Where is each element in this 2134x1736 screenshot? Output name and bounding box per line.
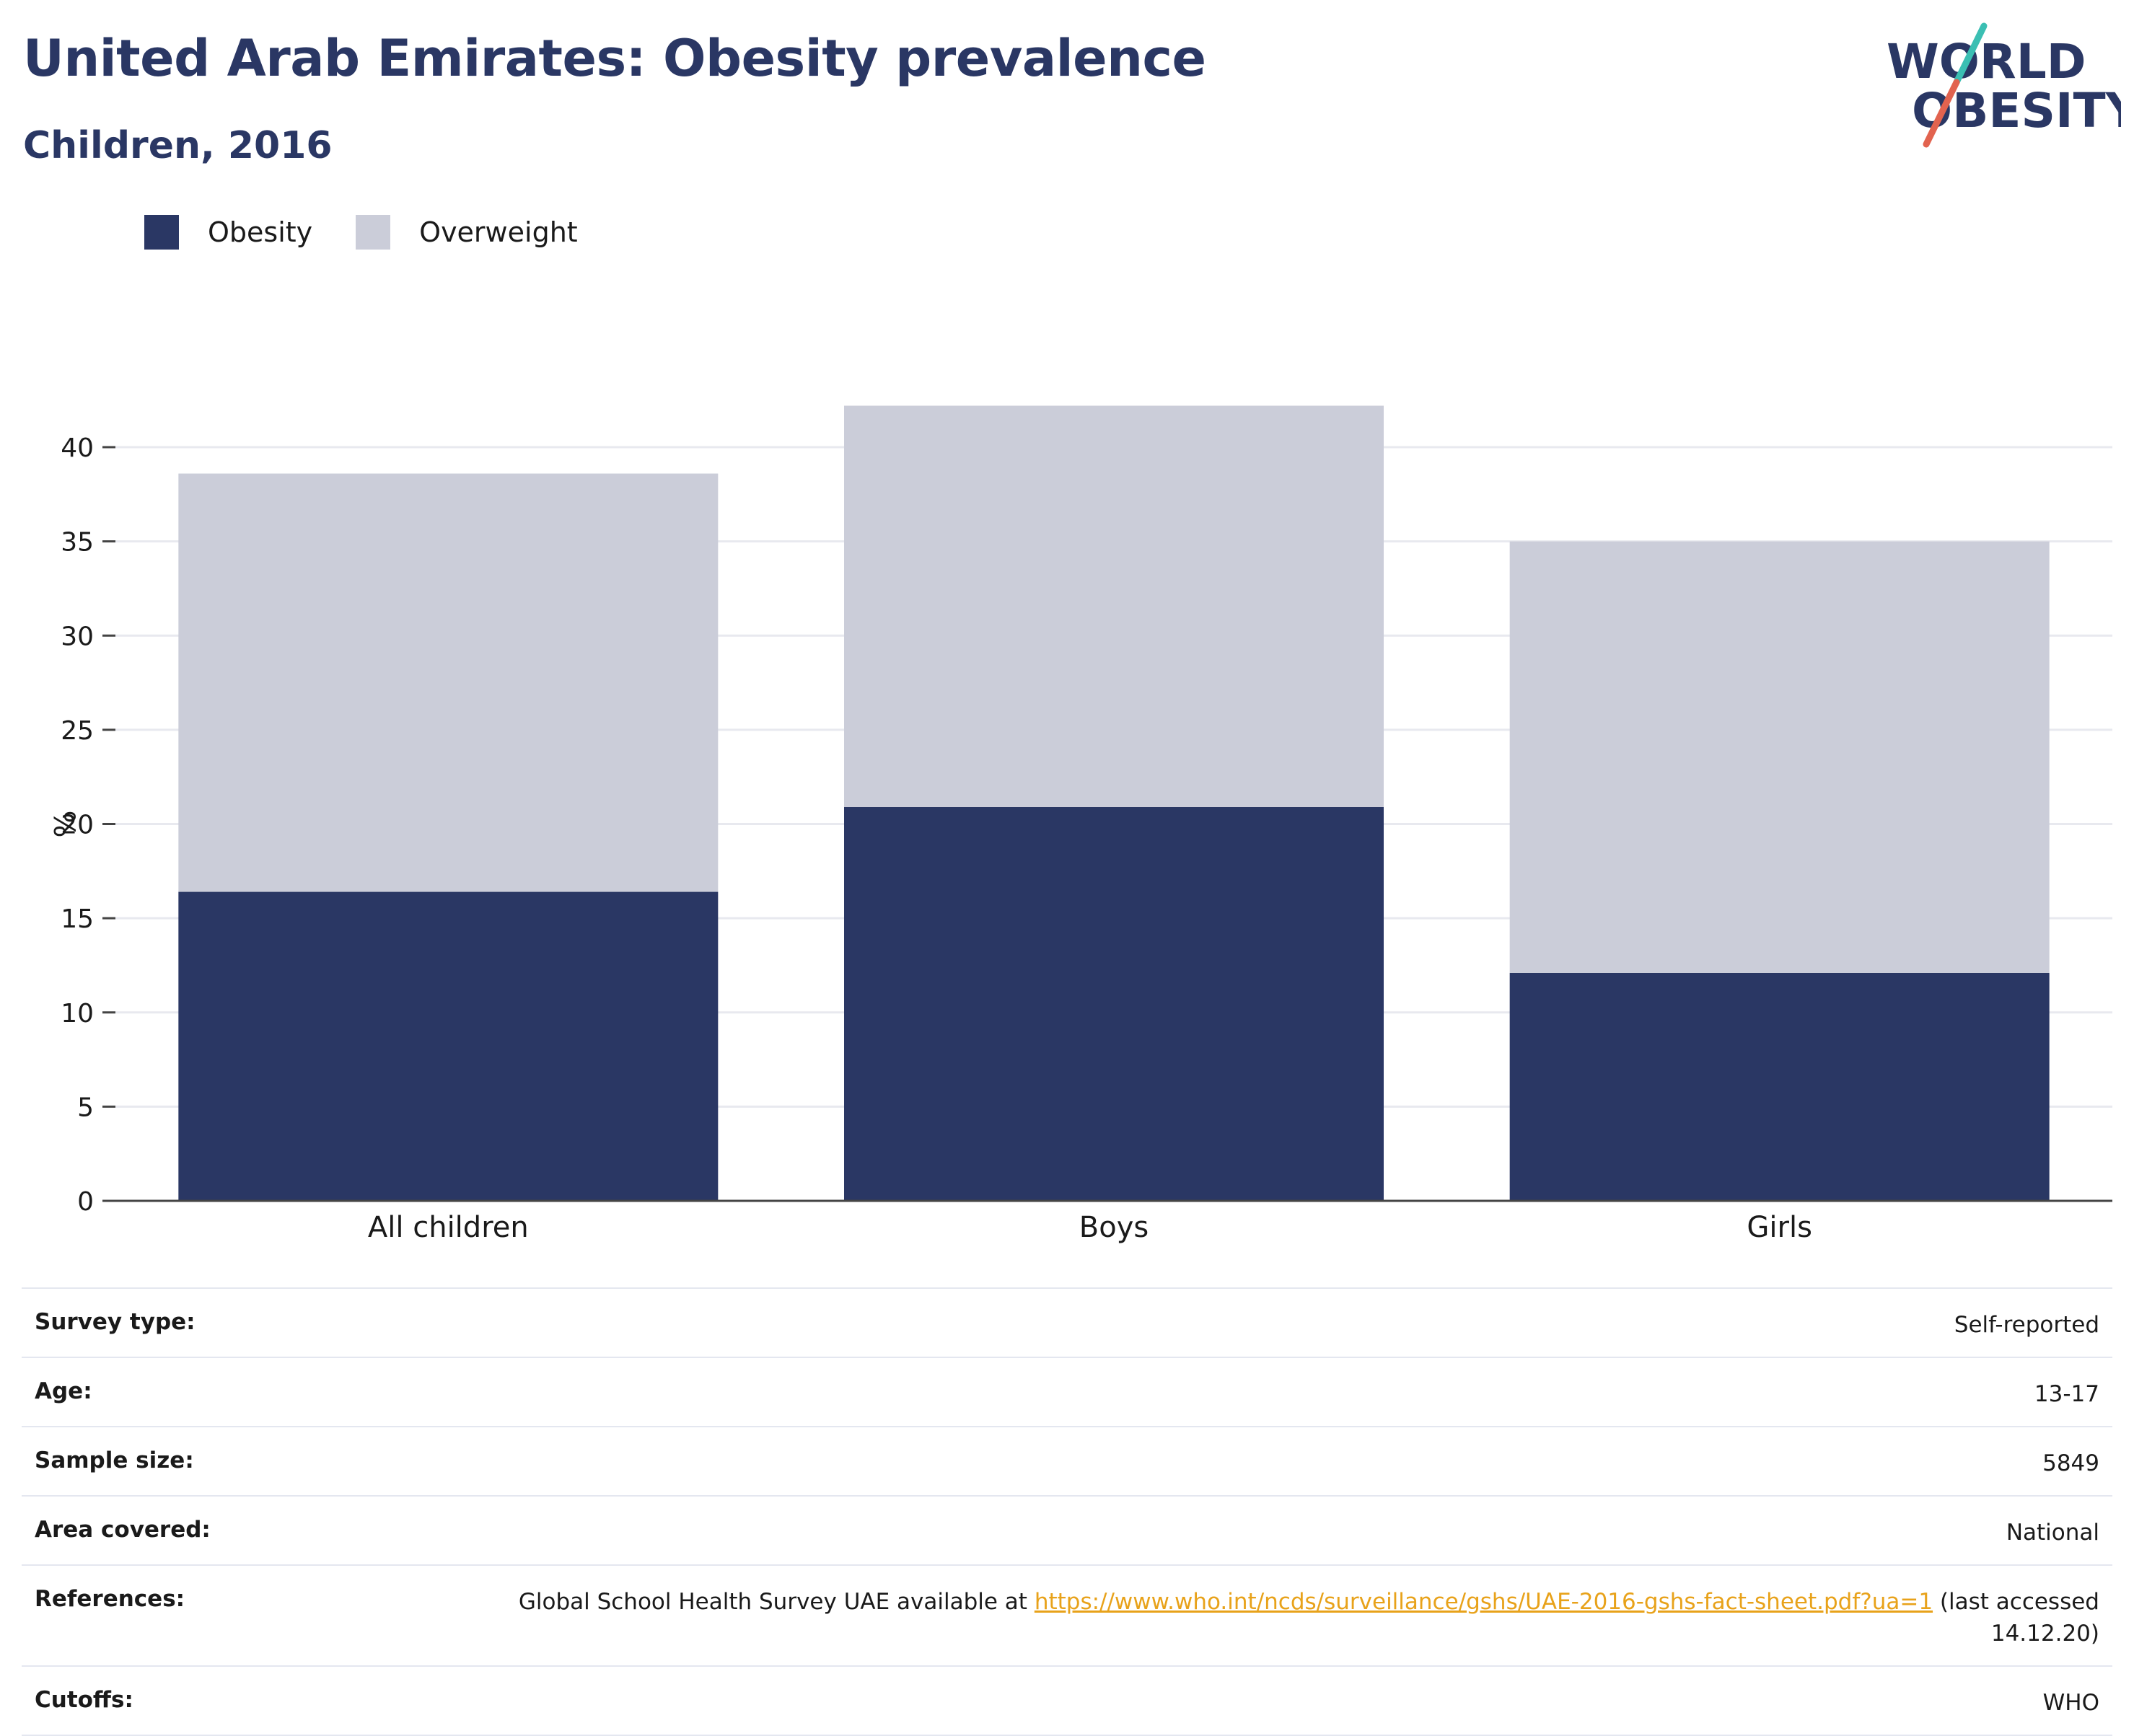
info-row-sample-size: Sample size: 5849 bbox=[22, 1426, 2112, 1495]
legend-swatch-obesity bbox=[144, 215, 179, 250]
logo-line1: WORLD bbox=[1887, 34, 2086, 89]
y-tick-label: 5 bbox=[77, 1093, 94, 1122]
page-subtitle: Children, 2016 bbox=[23, 124, 333, 167]
y-tick-label: 0 bbox=[77, 1187, 94, 1217]
y-tick-label: 25 bbox=[61, 716, 94, 746]
logo-red-stroke bbox=[1923, 79, 1960, 148]
logo-teal-stroke bbox=[1953, 22, 1988, 86]
info-row-age: Age: 13-17 bbox=[22, 1357, 2112, 1426]
info-label: Cutoffs: bbox=[35, 1687, 133, 1713]
legend-label-overweight: Overweight bbox=[419, 216, 578, 248]
bar-overweight-boys bbox=[844, 405, 1384, 807]
legend-item-overweight[interactable]: Overweight bbox=[356, 215, 578, 250]
bar-obesity-all-children bbox=[178, 891, 719, 1201]
y-tick-label: 30 bbox=[61, 622, 94, 651]
reference-suffix: (last accessed 14.12.20) bbox=[1933, 1589, 2099, 1647]
world-obesity-logo: WORLD OBESITY bbox=[1887, 22, 2121, 148]
info-label: Area covered: bbox=[35, 1517, 211, 1543]
bar-obesity-boys bbox=[844, 806, 1384, 1201]
legend-label-obesity: Obesity bbox=[208, 216, 313, 248]
legend-swatch-overweight bbox=[356, 215, 391, 250]
info-value: WHO bbox=[2042, 1690, 2099, 1716]
info-value: National bbox=[2006, 1520, 2099, 1546]
info-label: Age: bbox=[35, 1378, 92, 1404]
bar-overweight-all-children bbox=[178, 473, 719, 892]
y-tick-label: 40 bbox=[61, 433, 94, 463]
y-tick-label: 35 bbox=[61, 528, 94, 558]
info-row-cutoffs: Cutoffs: WHO bbox=[22, 1665, 2112, 1736]
info-label: Sample size: bbox=[35, 1448, 194, 1473]
bar-overweight-girls bbox=[1509, 541, 2050, 973]
info-row-survey-type: Survey type: Self-reported bbox=[22, 1287, 2112, 1357]
bar-chart: 0 5 10 15 20 25 30 35 40% All children Boys Girls bbox=[47, 405, 2112, 1244]
y-tick-label: 10 bbox=[61, 999, 94, 1028]
chart-legend: Obesity Overweight bbox=[144, 215, 621, 250]
info-value: Self-reported bbox=[1954, 1312, 2099, 1338]
y-tick-label: 20 bbox=[61, 811, 94, 840]
logo-line2: OBESITY bbox=[1912, 83, 2121, 138]
info-label: References: bbox=[35, 1586, 185, 1612]
reference-prefix: Global School Health Survey UAE availabl… bbox=[518, 1589, 1035, 1615]
bar-obesity-girls bbox=[1509, 972, 2050, 1201]
x-tick-label: All children bbox=[368, 1211, 529, 1244]
reference-link[interactable]: https://www.who.int/ncds/surveillance/gs… bbox=[1034, 1589, 1933, 1615]
info-row-area-covered: Area covered: National bbox=[22, 1495, 2112, 1564]
info-row-references: References: Global School Health Survey … bbox=[22, 1564, 2112, 1665]
x-tick-label: Girls bbox=[1747, 1211, 1812, 1244]
page-title: United Arab Emirates: Obesity prevalence bbox=[23, 29, 1206, 88]
survey-info-table: Survey type: Self-reported Age: 13-17 Sa… bbox=[22, 1287, 2112, 1736]
info-value: 5849 bbox=[2042, 1450, 2099, 1476]
info-value: 13-17 bbox=[2034, 1381, 2099, 1407]
x-tick-label: Boys bbox=[1079, 1211, 1149, 1244]
legend-item-obesity[interactable]: Obesity bbox=[144, 215, 312, 250]
info-value: Global School Health Survey UAE availabl… bbox=[512, 1586, 2099, 1649]
info-label: Survey type: bbox=[35, 1309, 196, 1335]
y-axis-title: % bbox=[47, 810, 80, 837]
y-tick-label: 15 bbox=[61, 904, 94, 934]
